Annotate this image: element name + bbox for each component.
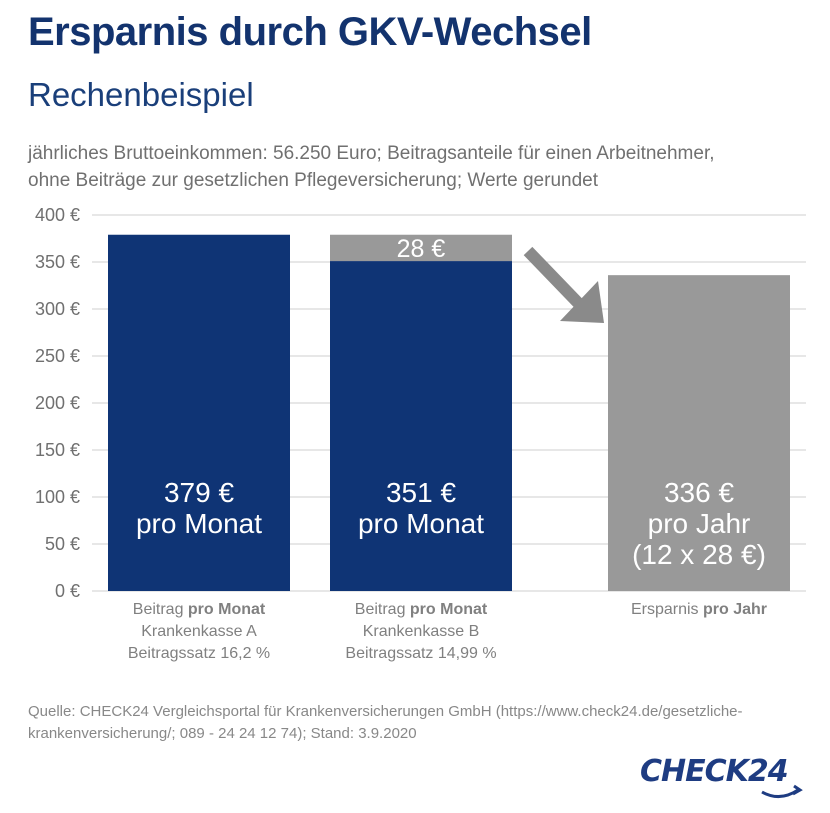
- bar-chart: 0 € 50 € 100 € 150 € 200 € 250 € 300 € 350 € 400…: [35, 205, 806, 662]
- chart-note: jährliches Bruttoeinkommen: 56.250 Euro;…: [28, 140, 715, 194]
- bar: [608, 275, 790, 591]
- category-label: Beitragssatz 14,99 %: [345, 645, 496, 662]
- page-subtitle: Rechenbeispiel: [28, 76, 254, 113]
- source-line-2: krankenversicherung/; 089 - 24 24 12 74)…: [28, 725, 417, 742]
- logo-text: CHECK24: [640, 754, 789, 789]
- bar-data-label: pro Jahr: [648, 508, 751, 539]
- bar-data-label: 351 €: [386, 477, 456, 508]
- source-line-1: Quelle: CHECK24 Vergleichsportal für Kra…: [28, 703, 743, 720]
- y-tick-label: 350 €: [35, 252, 80, 272]
- savings-segment: [330, 234, 512, 262]
- bar-data-label: (12 x 28 €): [632, 539, 766, 570]
- chart-note-line-1: jährliches Bruttoeinkommen: 56.250 Euro;…: [28, 143, 715, 164]
- category-label: Ersparnis pro Jahr: [631, 601, 767, 618]
- check24-logo-swoosh-icon: [761, 784, 803, 798]
- y-tick-label: 250 €: [35, 346, 80, 366]
- page-title: Ersparnis durch GKV-Wechsel: [28, 10, 592, 54]
- y-tick-label: 0 €: [55, 581, 80, 601]
- category-label: Beitragssatz 16,2 %: [128, 645, 270, 662]
- y-tick-label: 100 €: [35, 487, 80, 507]
- category-label: Beitrag pro Monat: [355, 601, 488, 618]
- category-label: Beitrag pro Monat: [133, 601, 266, 618]
- check24-logo: CHECK24: [640, 754, 810, 804]
- arrow-head: [560, 281, 604, 323]
- bar-data-label: pro Monat: [136, 508, 262, 539]
- category-label: Krankenkasse A: [141, 623, 257, 640]
- bar: [330, 261, 512, 591]
- bar-data-label: pro Monat: [358, 508, 484, 539]
- y-tick-label: 150 €: [35, 440, 80, 460]
- arrow-shaft: [523, 246, 587, 312]
- savings-label: 28 €: [397, 235, 446, 263]
- source-note: Quelle: CHECK24 Vergleichsportal für Kra…: [28, 701, 743, 745]
- bar: [108, 234, 290, 592]
- bar-data-label: 336 €: [664, 477, 734, 508]
- bar-data-label: 379 €: [164, 477, 234, 508]
- y-tick-label: 300 €: [35, 299, 80, 319]
- category-label: Krankenkasse B: [363, 623, 480, 640]
- y-tick-label: 200 €: [35, 393, 80, 413]
- y-tick-label: 50 €: [45, 534, 80, 554]
- y-tick-label: 400 €: [35, 205, 80, 225]
- chart-note-line-2: ohne Beiträge zur gesetzlichen Pflegever…: [28, 170, 598, 191]
